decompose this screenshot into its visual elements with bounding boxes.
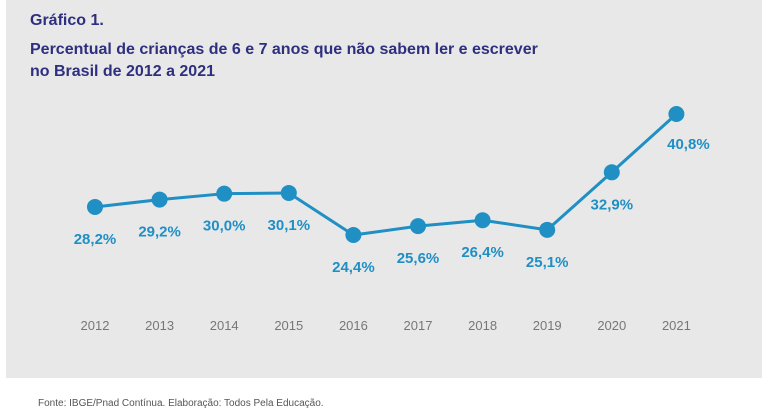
figure-label: Gráfico 1.: [30, 12, 104, 29]
data-point: [410, 218, 426, 235]
x-tick-label: 2020: [597, 318, 626, 333]
data-point: [216, 185, 233, 202]
data-label: 28,2%: [74, 231, 117, 248]
data-label: 24,4%: [332, 259, 375, 276]
data-point: [151, 191, 168, 208]
x-tick-label: 2016: [339, 318, 368, 333]
source-note: Fonte: IBGE/Pnad Contínua. Elaboração: T…: [38, 398, 324, 409]
chart-title-line-1: Percentual de crianças de 6 e 7 anos que…: [30, 41, 538, 58]
x-tick-label: 2015: [274, 318, 303, 333]
chart-title-line-2: no Brasil de 2012 a 2021: [30, 63, 215, 80]
data-label: 40,8%: [667, 136, 710, 153]
x-tick-label: 2018: [468, 318, 497, 333]
data-label: 25,6%: [397, 250, 440, 267]
x-tick-label: 2017: [404, 318, 433, 333]
data-label: 25,1%: [526, 254, 569, 271]
series-line: [94, 112, 678, 237]
data-label: 30,1%: [268, 217, 311, 234]
data-point: [345, 227, 362, 243]
data-point: [474, 212, 491, 229]
chart-panel: [6, 0, 762, 378]
chart-title: Percentual de crianças de 6 e 7 anos que…: [30, 39, 650, 83]
data-point: [668, 106, 685, 122]
line-chart: 28,2% 2012 29,2% 2013 30,0% 2014 30,1% 2015 24,4…: [74, 106, 710, 333]
data-label: 26,4%: [461, 244, 504, 261]
data-label: 30,0%: [203, 218, 246, 235]
x-tick-label: 2014: [210, 318, 239, 333]
data-point: [539, 221, 556, 238]
data-label: 32,9%: [591, 196, 634, 213]
x-tick-label: 2019: [533, 318, 562, 333]
data-point: [603, 164, 620, 181]
x-tick-label: 2012: [81, 318, 110, 333]
x-tick-label: 2013: [145, 318, 174, 333]
data-point: [87, 198, 103, 215]
x-tick-label: 2021: [662, 318, 691, 333]
data-label: 29,2%: [138, 224, 181, 241]
data-point: [280, 184, 297, 201]
